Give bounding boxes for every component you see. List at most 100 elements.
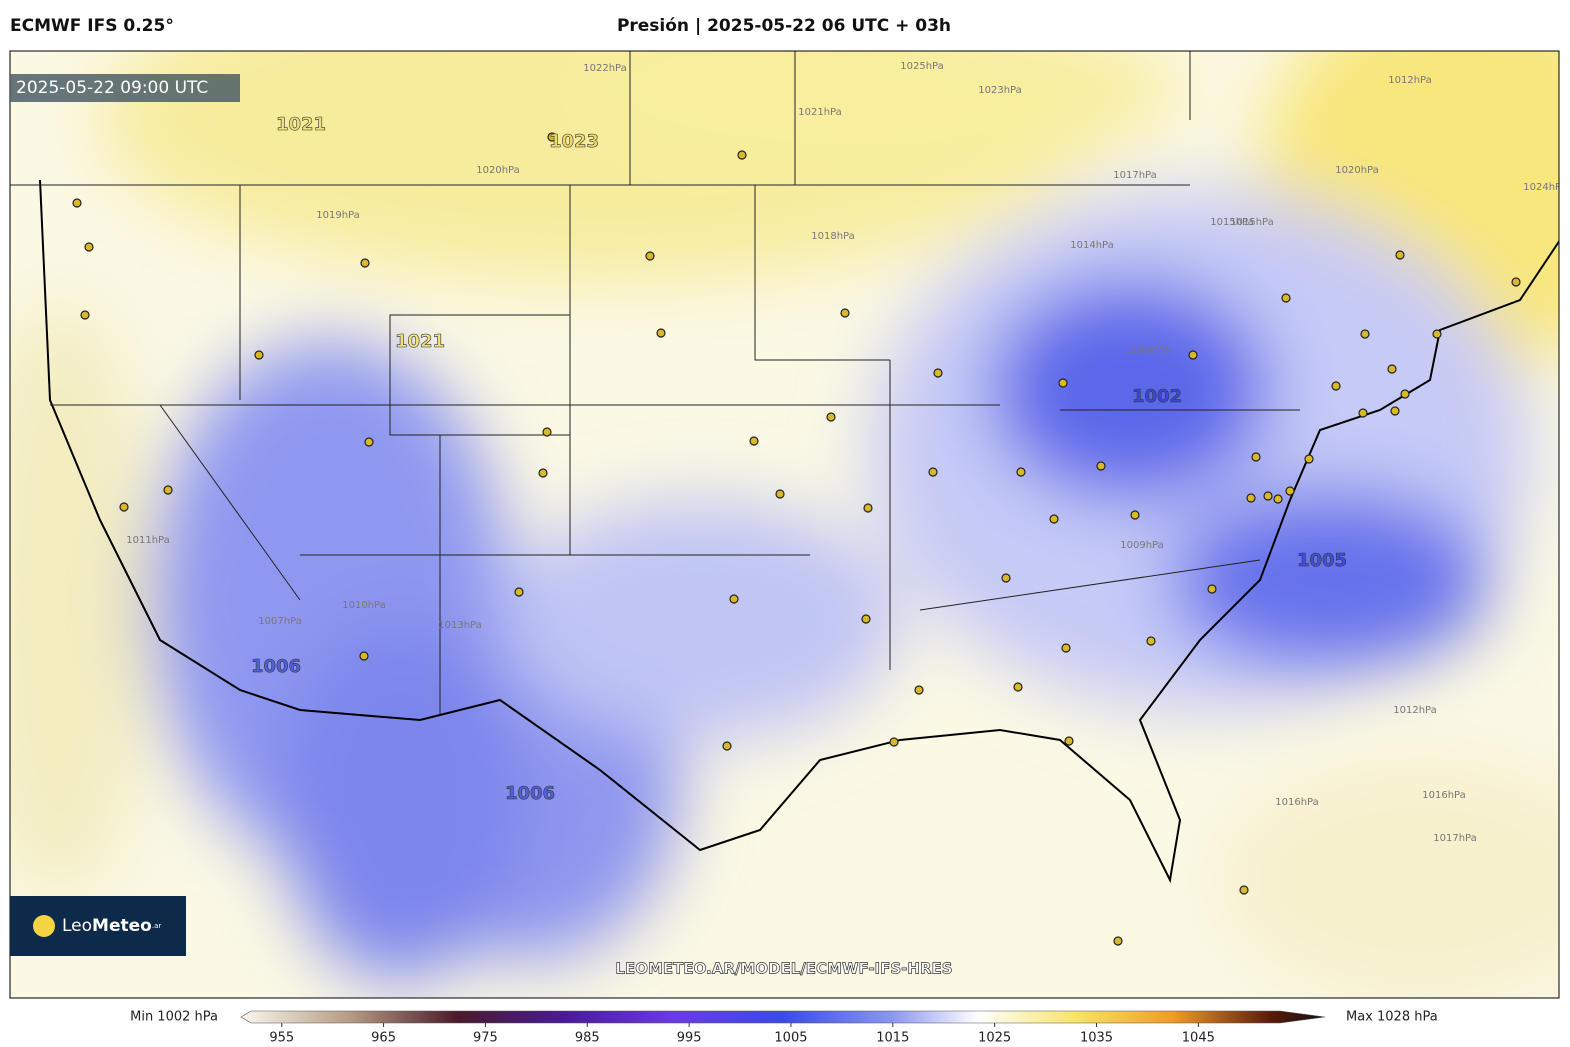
city-dot — [80, 310, 90, 320]
city-dot — [737, 150, 747, 160]
pressure-center: 1006 — [251, 656, 301, 677]
map-frame — [9, 50, 1560, 999]
pressure-center: 1006 — [505, 783, 555, 804]
model-name: ECMWF IFS 0.25° — [10, 16, 174, 36]
city-dot — [889, 737, 899, 747]
city-dot — [1395, 250, 1405, 260]
city-dot — [775, 489, 785, 499]
city-dot — [1049, 514, 1059, 524]
pressure-center: 1023 — [549, 131, 599, 152]
city-dot — [1511, 277, 1521, 287]
city-dot — [1001, 573, 1011, 583]
isobar-label: 1016hPa — [1275, 797, 1319, 808]
city-dot — [1263, 491, 1273, 501]
city-dot — [1061, 643, 1071, 653]
isobar-label: 1018hPa — [811, 231, 855, 242]
colorbar-tick-label: 1035 — [1080, 1031, 1113, 1046]
colorbar-tick-label: 1015 — [876, 1031, 909, 1046]
city-dot — [547, 132, 557, 142]
city-dot — [1400, 389, 1410, 399]
pressure-center: 1002 — [1132, 386, 1182, 407]
city-dots — [72, 132, 1521, 946]
isobar-label: 1022hPa — [583, 63, 627, 74]
time-box — [10, 74, 240, 102]
logo-suffix: .ar — [152, 922, 162, 930]
colorbar-tick-label: 965 — [371, 1031, 396, 1046]
logo-name-bold: Meteo — [92, 916, 152, 936]
city-dot — [119, 502, 129, 512]
colorbar-bar — [240, 1010, 1326, 1024]
isobar-label: 1025hPa — [900, 61, 944, 72]
city-dot — [863, 503, 873, 513]
isobar-label: 1010hPa — [342, 600, 386, 611]
colorbar: 955 965 975 985 995 1005 1015 1025 1035 1045 — [240, 1010, 1326, 1046]
city-dot — [360, 258, 370, 268]
isobar-label: 1020hPa — [476, 165, 520, 176]
city-dot — [933, 368, 943, 378]
city-dot — [359, 651, 369, 661]
city-dot — [542, 427, 552, 437]
city-dot — [840, 308, 850, 318]
city-dot — [1251, 452, 1261, 462]
isobar-label: 1015hPa — [1210, 217, 1254, 228]
city-dot — [514, 587, 524, 597]
city-dot — [1207, 584, 1217, 594]
city-dot — [1331, 381, 1341, 391]
isobar-label: 1006hPa — [1126, 345, 1170, 356]
colorbar-tick-label: 975 — [473, 1031, 498, 1046]
city-dot — [254, 350, 264, 360]
borders — [10, 51, 1300, 715]
colorbar-min: Min 1002 hPa — [130, 1010, 218, 1025]
isobar-label: 1013hPa — [438, 620, 482, 631]
city-dot — [1130, 510, 1140, 520]
pressure-center: 1005 — [1297, 550, 1347, 571]
isobar-label: 1017hPa — [1113, 170, 1157, 181]
city-dot — [1358, 408, 1368, 418]
city-dot — [1285, 486, 1295, 496]
isobar-label: 1011hPa — [126, 535, 170, 546]
city-dot — [1246, 493, 1256, 503]
colorbar-tick-label: 995 — [677, 1031, 702, 1046]
city-dot — [1013, 682, 1023, 692]
logo-name: Leo — [62, 916, 92, 936]
isobar-label: 1009hPa — [1120, 540, 1164, 551]
city-dot — [1239, 885, 1249, 895]
colorbar-tick-label: 1025 — [978, 1031, 1011, 1046]
isobar-label: 1024hPa — [1523, 182, 1567, 193]
colorbar-tick-label: 1005 — [774, 1031, 807, 1046]
city-dot — [722, 741, 732, 751]
city-dot — [656, 328, 666, 338]
isobar-label: 1014hPa — [1070, 240, 1114, 251]
city-dot — [84, 242, 94, 252]
isobar-label: 1007hPa — [258, 616, 302, 627]
coastline — [39, 179, 1559, 884]
city-dot — [645, 251, 655, 261]
city-dot — [914, 685, 924, 695]
city-dot — [928, 467, 938, 477]
city-dot — [826, 412, 836, 422]
isobar-label: 1020hPa — [1335, 165, 1379, 176]
colorbar-tick-label: 955 — [269, 1031, 294, 1046]
colorbar-tick-label: 1045 — [1182, 1031, 1215, 1046]
isobar-label: 1016hPa — [1422, 790, 1466, 801]
logo: LeoMeteo.ar — [62, 916, 161, 936]
city-dot — [1387, 364, 1397, 374]
colorbar-max: Max 1028 hPa — [1346, 1010, 1438, 1025]
city-dot — [1281, 293, 1291, 303]
city-dot — [1016, 467, 1026, 477]
map-field: 1022hPa 1025hPa 1023hPa 1021hPa 1017hPa 1015h… — [10, 51, 1567, 998]
isobar-label: 1021hPa — [798, 107, 842, 118]
city-dot — [1304, 454, 1314, 464]
city-dot — [1064, 736, 1074, 746]
city-dot — [163, 485, 173, 495]
pressure-center: 1021 — [395, 331, 445, 352]
city-dot — [1113, 936, 1123, 946]
logo-sun — [33, 915, 55, 937]
colorbar-tick-label: 985 — [575, 1031, 600, 1046]
isobar-label: 1015hPa — [1230, 217, 1274, 228]
city-dot — [364, 437, 374, 447]
pressure-center: 1021 — [276, 114, 326, 135]
city-dot — [1390, 406, 1400, 416]
valid-time: 2025-05-22 09:00 UTC — [16, 78, 208, 98]
